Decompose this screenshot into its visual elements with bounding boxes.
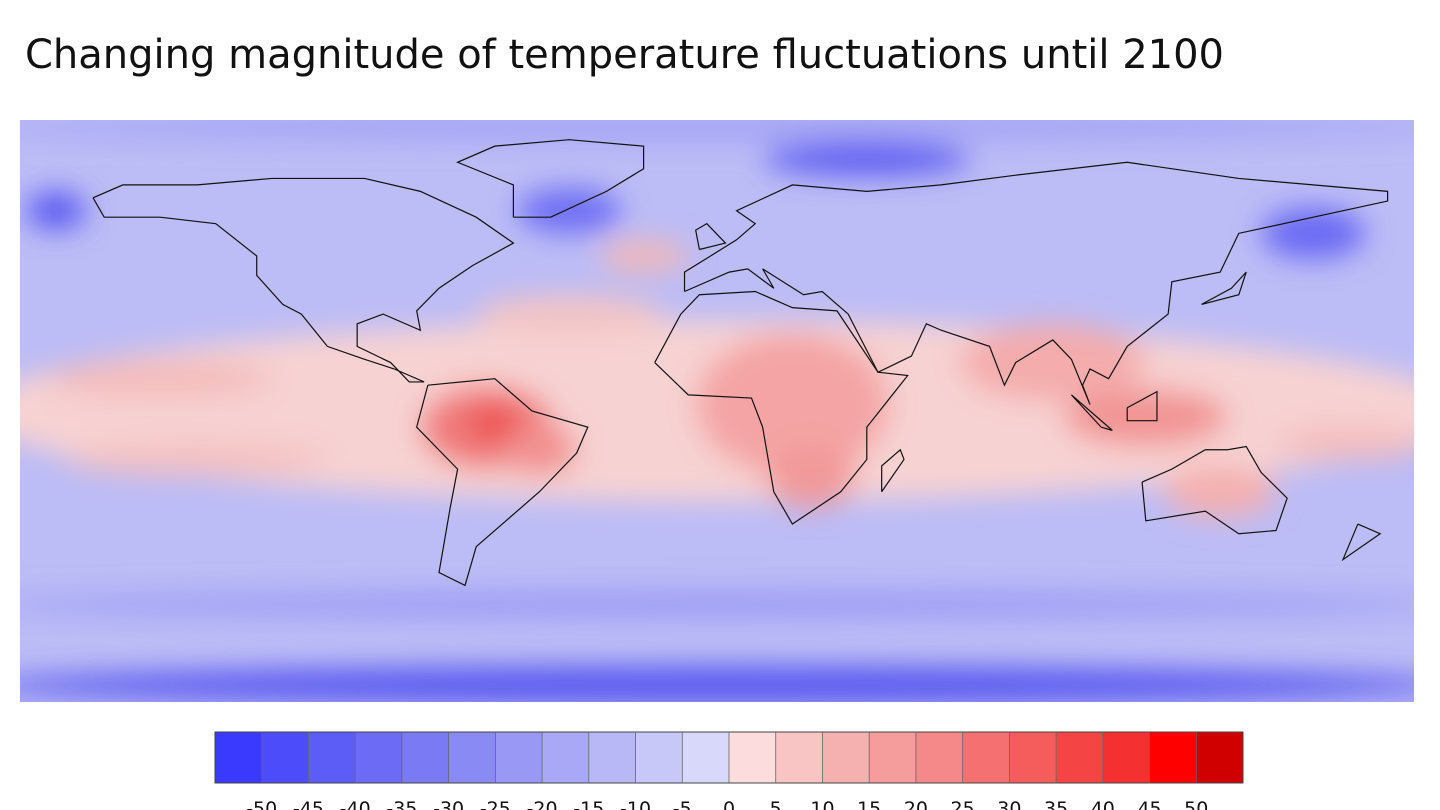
colorbar-segment <box>822 732 870 783</box>
colorbar-segment <box>1056 732 1103 783</box>
colorbar-segment <box>775 732 823 783</box>
shade <box>598 239 689 273</box>
colorbar-segment <box>915 732 963 783</box>
coastline <box>881 448 905 493</box>
shade <box>26 191 86 231</box>
colorbar-segment <box>635 732 683 783</box>
colorbar-tick-label: -10 <box>620 798 651 810</box>
colorbar-tick-label: 15 <box>857 798 881 810</box>
colorbar-tick-label: 20 <box>904 798 928 810</box>
colorbar-segment <box>355 732 402 783</box>
colorbar-segment <box>588 732 636 783</box>
colorbar-segment <box>1009 732 1057 783</box>
coastline <box>683 161 1389 405</box>
shade <box>20 591 1414 618</box>
colorbar-segment <box>308 732 356 783</box>
shade <box>517 188 622 234</box>
colorbar-segment <box>401 732 449 783</box>
colorbar-tick-label: -35 <box>386 798 417 810</box>
coastline <box>1201 271 1247 305</box>
coastline <box>456 139 645 218</box>
colorbar-tick-label: 45 <box>1137 798 1161 810</box>
shade <box>67 443 328 476</box>
coastline <box>1126 390 1158 422</box>
colorbar-tick-label: 5 <box>770 798 782 810</box>
shade <box>20 666 1414 702</box>
colorbar: -50 -45 -40 -35 -30 -25 -20 -15 -10 -5 0 5 10 15 20 25 3… <box>214 731 1244 810</box>
coastline <box>1341 523 1382 562</box>
colorbar-tick-label: 50 <box>1184 798 1208 810</box>
shade <box>695 333 890 476</box>
shade <box>766 443 856 508</box>
colorbar-tick-label: -45 <box>293 798 324 810</box>
colorbar-segment <box>962 732 1010 783</box>
colorbar-segment <box>261 732 309 783</box>
shade <box>48 359 272 399</box>
colorbar-tick-label: 30 <box>997 798 1021 810</box>
shading <box>20 120 1414 702</box>
shade <box>762 142 971 176</box>
coastline <box>416 378 589 587</box>
coastline <box>1070 394 1113 431</box>
shade <box>1276 427 1414 460</box>
coastline <box>654 290 909 525</box>
colorbar-tick-label: -5 <box>673 798 692 810</box>
colorbar-tick-label: -25 <box>480 798 511 810</box>
colorbar-tick-label: 0 <box>723 798 735 810</box>
colorbar-segment <box>1149 732 1197 783</box>
colorbar-tick-label: 25 <box>951 798 975 810</box>
colorbar-segment <box>682 732 729 783</box>
colorbar-tick-label: -40 <box>340 798 371 810</box>
colorbar-tick-label: -50 <box>246 798 277 810</box>
shade <box>468 407 521 441</box>
title: Changing magnitude of temperature fluctu… <box>25 32 1224 78</box>
colorbar-tick-label: -15 <box>573 798 604 810</box>
colorbar-tick-label: 40 <box>1091 798 1115 810</box>
coastline <box>695 222 727 251</box>
colorbar-segment <box>1102 732 1150 783</box>
shade <box>476 294 663 334</box>
colorbar-tick-label: -20 <box>527 798 558 810</box>
shade <box>502 423 577 476</box>
shade <box>1063 388 1228 447</box>
coastline <box>92 177 515 383</box>
coastline <box>1141 445 1288 535</box>
colorbar-segment <box>495 732 543 783</box>
colorbar-segment <box>1196 732 1243 783</box>
colorbar-segment <box>542 732 589 783</box>
colorbar-tick-label: 35 <box>1044 798 1068 810</box>
colorbar-segment <box>448 732 496 783</box>
colorbar-segment <box>215 732 262 783</box>
colorbar-segment <box>869 732 916 783</box>
colorbar-tick-label: -30 <box>433 798 464 810</box>
shade <box>20 120 1414 140</box>
colorbar-tick-label: 10 <box>810 798 834 810</box>
colorbar-segment <box>729 732 776 783</box>
shade <box>1164 465 1276 518</box>
map <box>20 120 1414 702</box>
shade <box>1261 207 1366 260</box>
